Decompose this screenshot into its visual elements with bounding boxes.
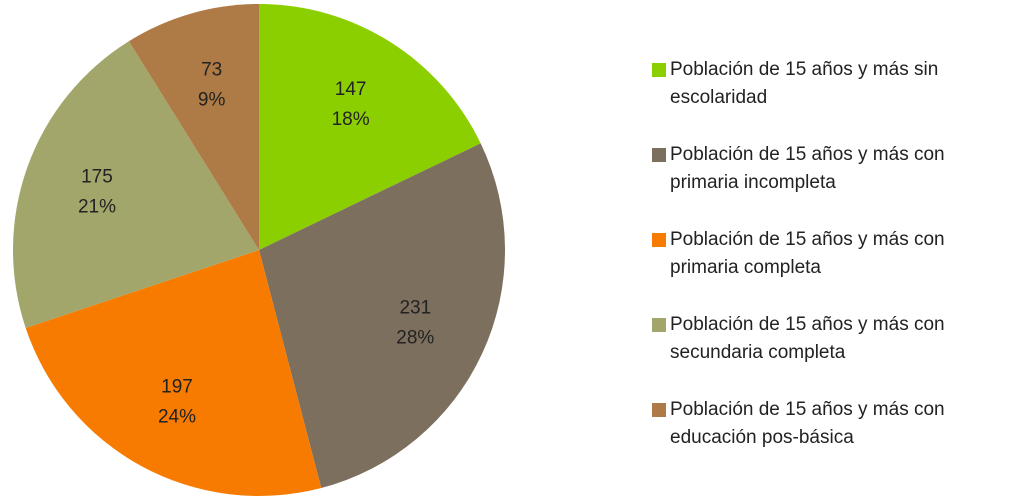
legend-item: Población de 15 años y más con primaria … xyxy=(652,226,1012,311)
pie-slice xyxy=(259,143,506,488)
legend-label: Población de 15 años y más con primaria … xyxy=(670,229,945,278)
legend-label: Población de 15 años y más sin escolarid… xyxy=(670,59,939,108)
pie-chart: 147 18% 231 28% 197 24% 175 21% 73 9% xyxy=(13,3,506,496)
legend-item: Población de 15 años y más con educación… xyxy=(652,396,1012,481)
percent-label: 24% xyxy=(158,406,196,427)
value-label: 175 xyxy=(81,167,113,188)
pie-slice xyxy=(25,250,322,496)
percent-label: 18% xyxy=(332,109,370,130)
percent-label: 28% xyxy=(396,327,434,348)
legend-item: Población de 15 años y más con secundari… xyxy=(652,311,1012,396)
value-label: 147 xyxy=(335,79,367,100)
legend-label: Población de 15 años y más con primaria … xyxy=(670,144,945,193)
legend-swatch xyxy=(652,318,666,332)
legend-label: Población de 15 años y más con educación… xyxy=(670,399,945,448)
legend-swatch xyxy=(652,63,666,77)
pie-slice xyxy=(13,41,260,328)
legend-swatch xyxy=(652,148,666,162)
legend-item: Población de 15 años y más sin escolarid… xyxy=(652,56,1012,141)
percent-label: 9% xyxy=(198,89,226,110)
legend: Población de 15 años y más sin escolarid… xyxy=(652,56,1012,481)
legend-label: Población de 15 años y más con secundari… xyxy=(670,314,945,363)
legend-swatch xyxy=(652,403,666,417)
legend-item: Población de 15 años y más con primaria … xyxy=(652,141,1012,226)
value-label: 197 xyxy=(161,376,193,397)
percent-label: 21% xyxy=(78,197,116,218)
pie-slice xyxy=(259,4,481,250)
pie-slice xyxy=(128,3,259,250)
value-label: 73 xyxy=(201,59,222,80)
value-label: 231 xyxy=(399,297,431,318)
legend-swatch xyxy=(652,233,666,247)
